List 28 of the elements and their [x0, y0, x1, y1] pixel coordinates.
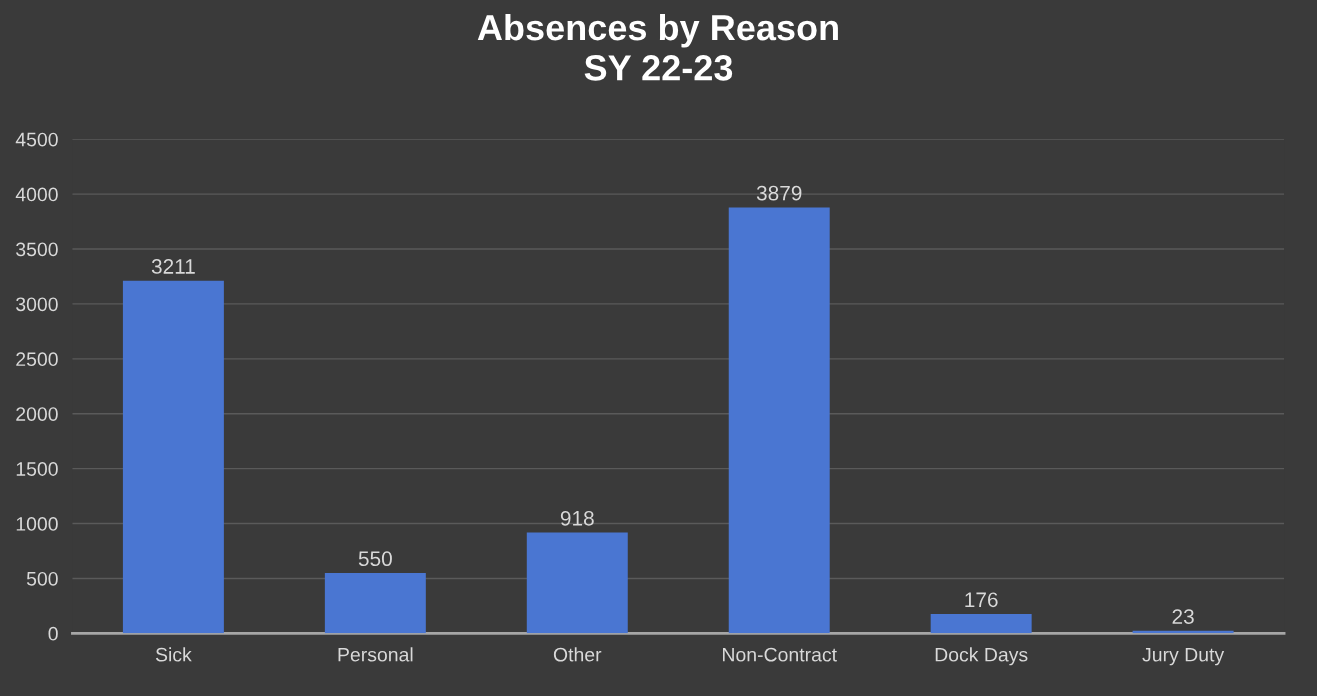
data-label: 3879: [756, 185, 802, 201]
x-tick-label: Jury Duty: [1142, 647, 1225, 666]
data-label: 23: [1172, 609, 1194, 624]
x-tick-label: Sick: [155, 647, 192, 662]
x-tick-label: Non-Contract: [723, 647, 837, 662]
data-label: 918: [560, 510, 594, 526]
y-tick-label: 1000: [16, 517, 58, 531]
bar: [324, 572, 426, 634]
data-label: 3211: [151, 259, 195, 274]
bar: [122, 280, 224, 634]
y-tick-label: 3000: [16, 297, 58, 312]
y-tick-label: 1500: [16, 462, 58, 476]
bar: [526, 532, 628, 634]
data-label: 550: [358, 551, 392, 567]
x-tick-label: Personal: [338, 647, 413, 662]
x-tick-label: Dock Days: [935, 647, 1028, 666]
x-tick-label: Other: [553, 647, 602, 662]
bar: [728, 207, 830, 634]
y-tick-label: 500: [26, 571, 58, 586]
bar: [930, 614, 1032, 634]
y-tick-label: 2000: [16, 407, 58, 421]
chart-title: Absences by Reason SY 22-23: [477, 13, 838, 81]
y-tick-label: 0: [48, 626, 58, 641]
y-tick-label: 3500: [16, 242, 58, 257]
y-tick-label: 4500: [15, 132, 58, 147]
y-tick-label: 4000: [15, 187, 58, 202]
y-tick-label: 2500: [16, 352, 58, 367]
data-label: 176: [965, 592, 998, 608]
